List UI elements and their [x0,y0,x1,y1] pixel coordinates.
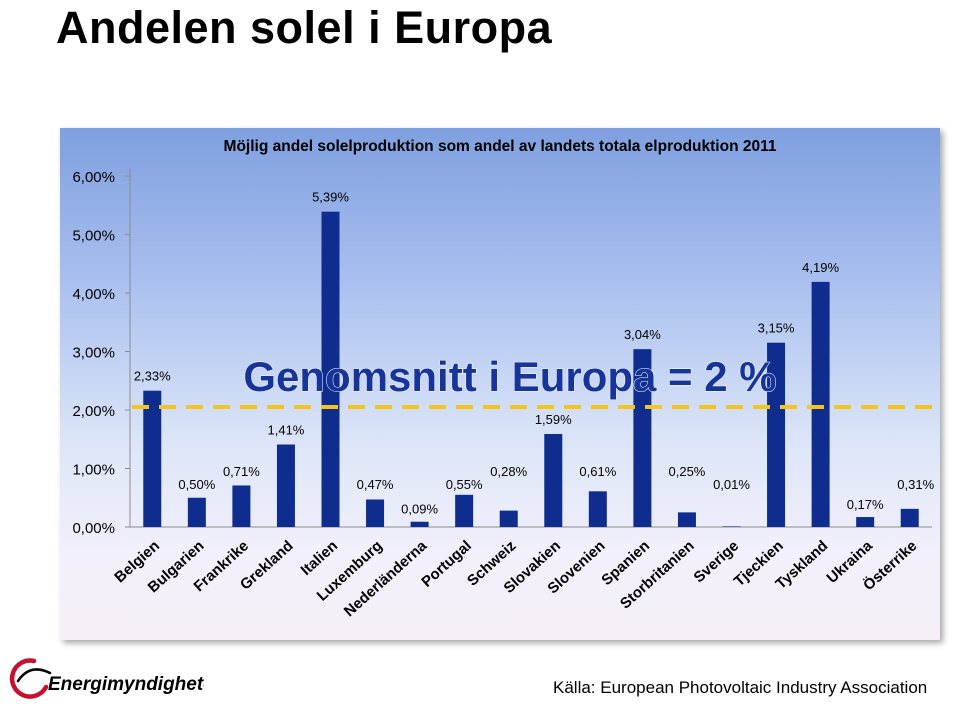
chart-area: Möjlig andel solelproduktion som andel a… [60,128,940,640]
bar-15 [767,342,786,527]
bar-13 [677,512,696,527]
y-tick-label: 6,00% [72,169,115,186]
data-label: 0,55% [446,477,483,492]
data-label: 0,50% [178,477,215,492]
bar-6 [366,499,385,527]
y-tick-label: 3,00% [72,345,115,362]
data-label: 0,17% [847,497,884,512]
logo-wordmark: Energimyndigheten [48,674,204,695]
data-label: 0,61% [579,464,616,479]
bar-1 [143,390,162,527]
bar-16 [811,281,830,527]
bar-18 [900,508,919,527]
bar-chart: Möjlig andel solelproduktion som andel a… [72,138,935,620]
bar-9 [499,510,518,527]
data-label: 4,19% [802,260,839,275]
data-label: 0,31% [897,477,934,492]
x-tick-label: Nederländerna [341,537,431,620]
bar-7 [410,521,429,527]
average-reference-label: Genomsnitt i Europa = 2 % [243,353,776,400]
data-label: 2,33% [134,369,171,384]
y-tick-label: 5,00% [72,228,115,245]
data-label: 0,09% [401,502,438,517]
bar-17 [856,517,875,527]
bar-4 [276,444,295,527]
bar-12 [633,349,652,527]
source-note: Källa: European Photovoltaic Industry As… [553,678,928,697]
data-label: 0,71% [223,464,260,479]
data-label: 0,25% [669,464,706,479]
y-tick-label: 4,00% [72,286,115,303]
y-tick-label: 2,00% [72,403,115,420]
energimyndigheten-logo: Energimyndigheten [4,655,225,701]
slide-title: Andelen solel i Europa [56,2,553,53]
data-label: 1,41% [268,423,305,438]
data-label: 1,59% [535,412,572,427]
data-label: 0,28% [490,464,527,479]
bar-14 [722,526,741,527]
bar-8 [455,494,474,527]
data-label: 0,01% [713,477,750,492]
data-label: 3,04% [624,327,661,342]
chart-title: Möjlig andel solelproduktion som andel a… [224,138,777,155]
bar-5 [321,211,340,527]
data-label: 0,47% [357,477,394,492]
bar-3 [232,485,251,527]
data-label: 5,39% [312,190,349,205]
bar-10 [544,433,563,527]
data-label: 3,15% [758,321,795,336]
y-tick-label: 1,00% [72,462,115,479]
x-tick-label: Portugal [418,537,475,590]
bar-11 [588,491,607,527]
y-tick-label: 0,00% [72,520,115,537]
logo-mark-icon: Energimyndigheten [9,658,225,699]
bar-2 [187,497,206,527]
